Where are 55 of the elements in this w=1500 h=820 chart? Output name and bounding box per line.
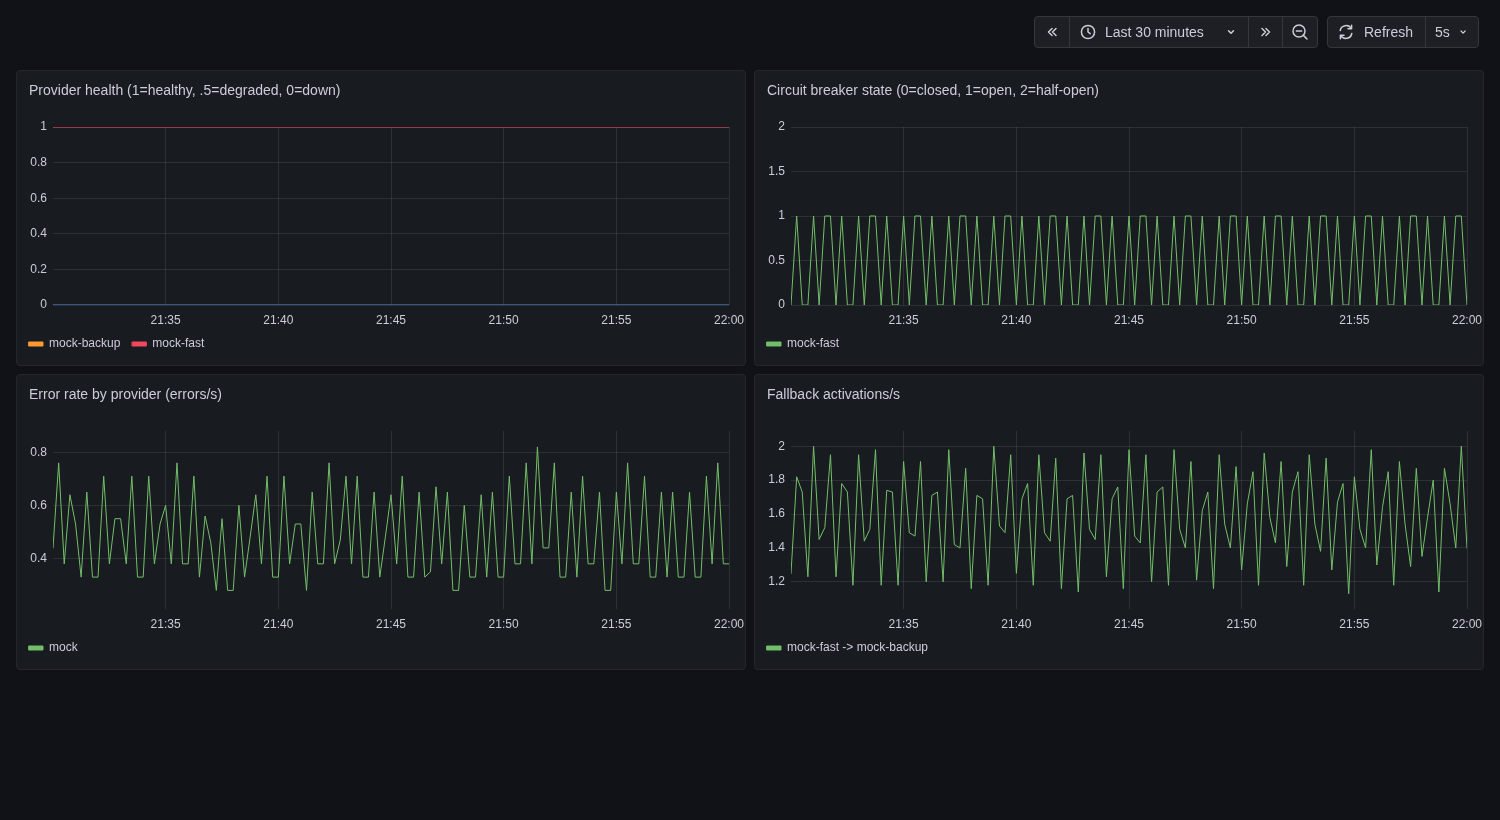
y-tick-label: 2 <box>778 119 786 134</box>
chart-title: Fallback activations/s <box>767 385 901 404</box>
legend-label: mock-backup <box>49 336 121 351</box>
chart-title: Circuit breaker state (0=closed, 1=open, 2=half-open) <box>767 81 1099 100</box>
y-tick-label: 0.6 <box>30 497 48 512</box>
x-tick-label: 21:55 <box>1339 312 1370 327</box>
y-tick-label: 0 <box>40 297 48 312</box>
y-tick-label: 0.6 <box>30 190 48 205</box>
y-tick-label: 2 <box>778 438 786 453</box>
x-tick-label: 21:35 <box>150 312 181 327</box>
x-tick-label: 21:35 <box>888 312 919 327</box>
x-tick-label: 21:40 <box>263 312 294 327</box>
x-tick-label: 21:55 <box>1339 616 1370 631</box>
x-tick-label: 22:00 <box>713 312 745 327</box>
x-tick-label: 21:35 <box>888 616 919 631</box>
x-tick-label: 21:50 <box>1226 616 1257 631</box>
y-tick-label: 0.8 <box>30 154 48 169</box>
text: Refresh <box>1364 24 1414 40</box>
text: 5s <box>1435 24 1450 40</box>
y-tick-label: 1.2 <box>768 574 786 589</box>
chart-title: Provider health (1=healthy, .5=degraded, 0=down) <box>29 81 341 100</box>
x-tick-label: 21:50 <box>1226 312 1257 327</box>
y-tick-label: 1.4 <box>768 540 786 555</box>
y-tick-label: 0.5 <box>768 252 786 267</box>
legend-label: mock-fast <box>152 336 206 351</box>
x-tick-label: 21:50 <box>488 312 519 327</box>
legend-label: mock <box>49 640 79 655</box>
y-tick-label: 1 <box>778 208 786 223</box>
x-tick-label: 22:00 <box>1451 312 1483 327</box>
y-tick-label: 0.4 <box>30 550 48 565</box>
legend-label: mock-fast -> mock-backup <box>787 640 929 655</box>
x-tick-label: 21:45 <box>1113 312 1145 327</box>
y-tick-label: 1.8 <box>768 472 786 487</box>
x-tick-label: 22:00 <box>1451 616 1483 631</box>
y-tick-label: 1.5 <box>768 163 786 178</box>
y-tick-label: 0.2 <box>30 261 48 276</box>
text: Last 30 minutes <box>1105 24 1204 40</box>
chart-title: Error rate by provider (errors/s) <box>29 385 222 404</box>
y-tick-label: 0.4 <box>30 226 48 241</box>
x-tick-label: 21:40 <box>1001 312 1032 327</box>
x-tick-label: 21:50 <box>488 616 519 631</box>
x-tick-label: 22:00 <box>713 616 745 631</box>
x-tick-label: 21:35 <box>150 616 181 631</box>
x-tick-label: 21:40 <box>263 616 294 631</box>
x-tick-label: 21:45 <box>375 312 407 327</box>
x-tick-label: 21:55 <box>601 616 632 631</box>
y-tick-label: 1 <box>40 119 48 134</box>
legend-label: mock-fast <box>787 336 840 351</box>
y-tick-label: 1.6 <box>768 506 786 521</box>
x-tick-label: 21:45 <box>375 616 407 631</box>
x-tick-label: 21:40 <box>1001 616 1032 631</box>
x-tick-label: 21:55 <box>601 312 632 327</box>
y-tick-label: 0 <box>778 297 786 312</box>
y-tick-label: 0.8 <box>30 444 48 459</box>
x-tick-label: 21:45 <box>1113 616 1145 631</box>
